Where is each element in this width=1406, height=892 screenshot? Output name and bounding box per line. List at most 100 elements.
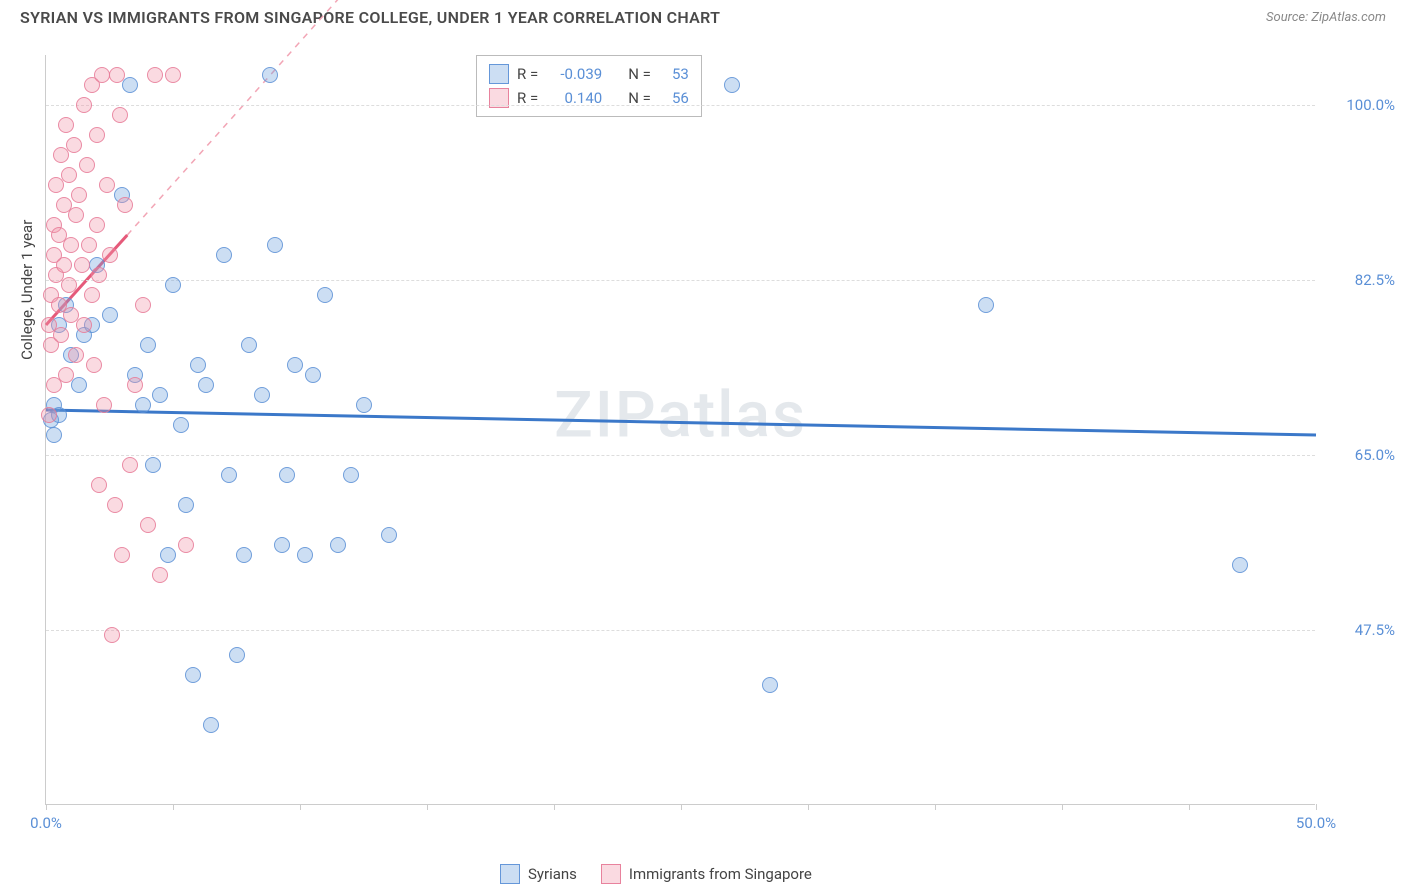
y-tick-label: 47.5% (1325, 621, 1395, 639)
legend-n-value: 53 (659, 65, 689, 83)
scatter-point (94, 67, 110, 83)
scatter-point (127, 377, 143, 393)
scatter-point (114, 547, 130, 563)
scatter-point (89, 127, 105, 143)
scatter-point (317, 287, 333, 303)
scatter-point (381, 527, 397, 543)
scatter-point (978, 297, 994, 313)
scatter-point (145, 457, 161, 473)
scatter-point (58, 117, 74, 133)
scatter-point (185, 667, 201, 683)
y-tick-label: 65.0% (1325, 446, 1395, 464)
scatter-point (86, 357, 102, 373)
legend-label: Immigrants from Singapore (629, 865, 812, 883)
scatter-point (109, 67, 125, 83)
scatter-point (140, 517, 156, 533)
scatter-point (96, 397, 112, 413)
scatter-point (71, 187, 87, 203)
source-label: Source: ZipAtlas.com (1266, 10, 1386, 25)
scatter-point (61, 167, 77, 183)
scatter-point (236, 547, 252, 563)
scatter-point (53, 327, 69, 343)
y-tick-label: 82.5% (1325, 271, 1395, 289)
y-axis-label: College, Under 1 year (18, 220, 36, 360)
scatter-point (178, 497, 194, 513)
scatter-point (216, 247, 232, 263)
series-legend: Syrians Immigrants from Singapore (500, 864, 812, 884)
gridline-horizontal (46, 105, 1315, 106)
scatter-point (58, 367, 74, 383)
legend-item: Syrians (500, 864, 577, 884)
scatter-point (762, 677, 778, 693)
scatter-point (165, 67, 181, 83)
gridline-horizontal (46, 280, 1315, 281)
x-tick-label: 50.0% (1296, 814, 1336, 832)
scatter-point (241, 337, 257, 353)
scatter-point (102, 307, 118, 323)
legend-swatch (601, 864, 621, 884)
trend-line-syrians (46, 410, 1316, 435)
scatter-point (56, 257, 72, 273)
scatter-point (160, 547, 176, 563)
scatter-point (81, 237, 97, 253)
scatter-point (152, 567, 168, 583)
scatter-point (63, 237, 79, 253)
scatter-point (173, 417, 189, 433)
scatter-point (41, 407, 57, 423)
scatter-point (279, 467, 295, 483)
scatter-point (112, 107, 128, 123)
scatter-point (356, 397, 372, 413)
scatter-point (343, 467, 359, 483)
scatter-point (71, 377, 87, 393)
scatter-point (74, 257, 90, 273)
scatter-point (198, 377, 214, 393)
legend-r-value: -0.039 (546, 65, 602, 83)
legend-swatch (500, 864, 520, 884)
scatter-point (91, 477, 107, 493)
correlation-legend: R = -0.039 N = 53 R =0.140N =56 (476, 55, 702, 117)
scatter-point (267, 237, 283, 253)
x-tick-mark (1189, 804, 1190, 810)
scatter-point (91, 267, 107, 283)
scatter-point (140, 337, 156, 353)
legend-swatch (489, 64, 509, 84)
x-tick-mark (681, 804, 682, 810)
scatter-point (190, 357, 206, 373)
scatter-point (178, 537, 194, 553)
chart-title: SYRIAN VS IMMIGRANTS FROM SINGAPORE COLL… (20, 8, 720, 27)
scatter-point (229, 647, 245, 663)
scatter-point (305, 367, 321, 383)
x-tick-mark (427, 804, 428, 810)
scatter-point (76, 97, 92, 113)
gridline-horizontal (46, 630, 1315, 631)
scatter-point (122, 77, 138, 93)
scatter-point (297, 547, 313, 563)
scatter-point (99, 177, 115, 193)
x-tick-mark (46, 804, 47, 810)
scatter-point (68, 207, 84, 223)
scatter-point (89, 217, 105, 233)
trend-line-singapore-dashed (127, 0, 351, 235)
x-tick-mark (554, 804, 555, 810)
scatter-point (84, 287, 100, 303)
legend-r-label: R = (517, 65, 538, 83)
scatter-point (203, 717, 219, 733)
scatter-point (724, 77, 740, 93)
scatter-point (274, 537, 290, 553)
x-tick-mark (1062, 804, 1063, 810)
legend-item: Immigrants from Singapore (601, 864, 812, 884)
scatter-point (262, 67, 278, 83)
legend-n-label: N = (628, 65, 651, 83)
scatter-point (287, 357, 303, 373)
legend-row: R =0.140N =56 (489, 86, 689, 110)
legend-label: Syrians (528, 865, 577, 883)
scatter-point (79, 157, 95, 173)
scatter-point (147, 67, 163, 83)
scatter-point (46, 427, 62, 443)
x-tick-label: 0.0% (30, 814, 62, 832)
scatter-point (122, 457, 138, 473)
x-tick-mark (300, 804, 301, 810)
scatter-point (135, 297, 151, 313)
scatter-point (104, 627, 120, 643)
scatter-point (221, 467, 237, 483)
